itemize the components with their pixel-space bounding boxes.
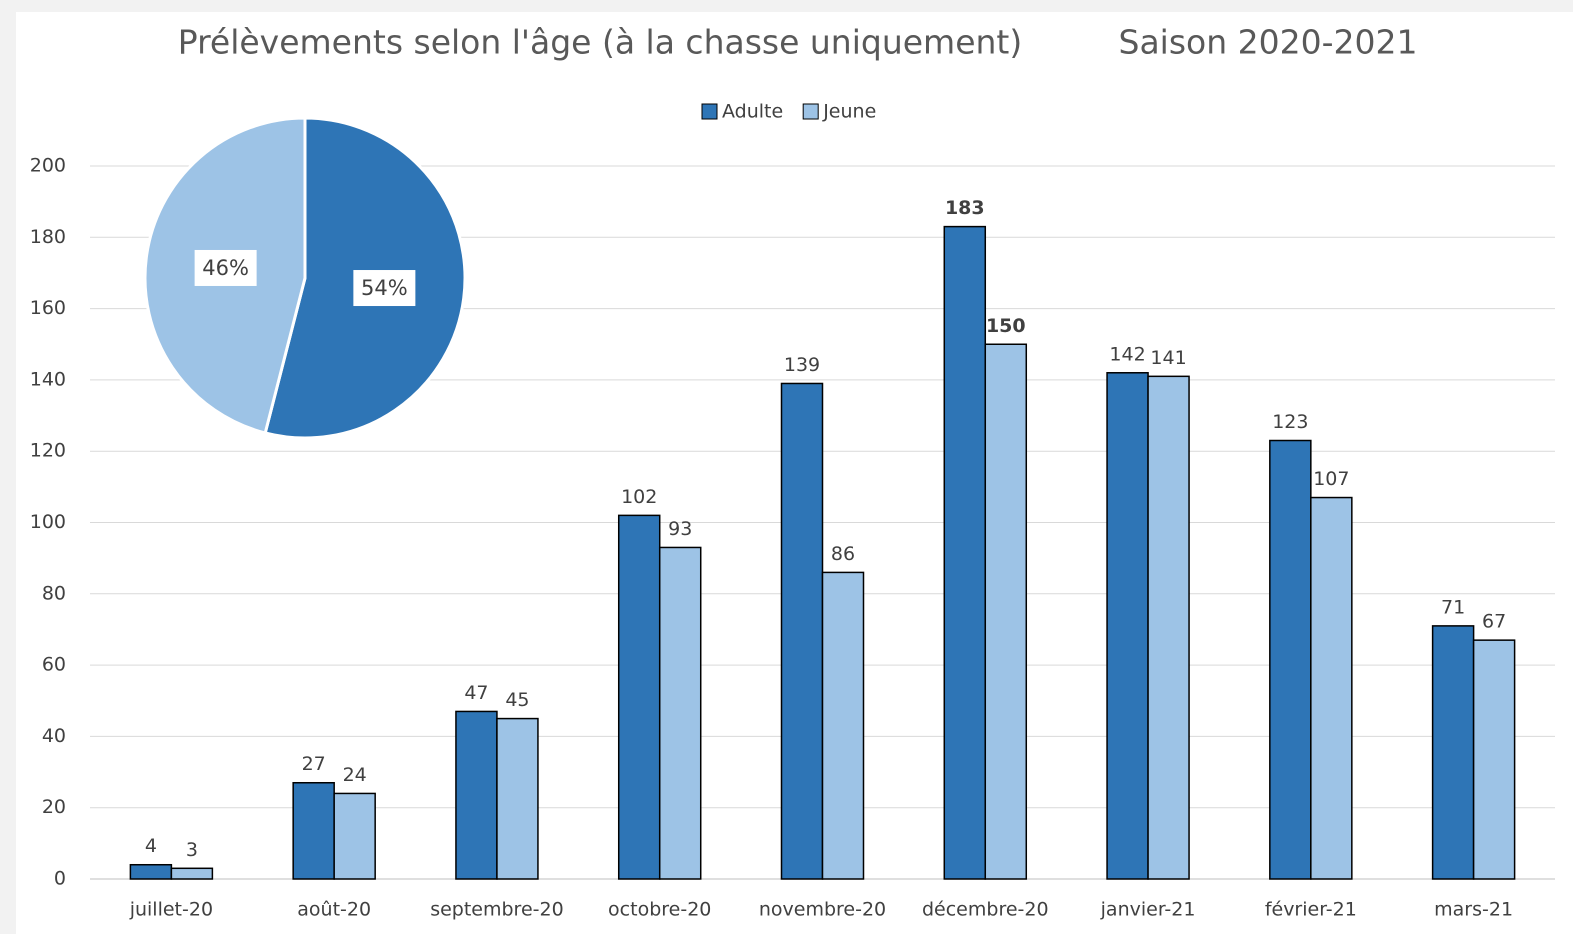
bar bbox=[129, 863, 173, 880]
x-tick-label: février-21 bbox=[1265, 899, 1357, 921]
y-tick-label: 180 bbox=[30, 226, 66, 248]
x-tick-label: janvier-21 bbox=[1100, 899, 1196, 921]
data-label: 47 bbox=[464, 682, 488, 704]
bar bbox=[455, 710, 498, 880]
y-tick-label: 80 bbox=[42, 582, 66, 604]
data-label: 107 bbox=[1313, 468, 1349, 490]
x-tick-label: juillet-20 bbox=[129, 899, 213, 921]
data-label: 45 bbox=[505, 689, 529, 711]
x-tick-label: octobre-20 bbox=[608, 899, 711, 921]
data-label: 141 bbox=[1150, 347, 1186, 369]
y-tick-label: 160 bbox=[30, 297, 66, 319]
legend-label: Jeune bbox=[822, 101, 876, 123]
data-label: 71 bbox=[1441, 596, 1465, 618]
bar bbox=[943, 225, 987, 880]
data-label: 150 bbox=[986, 315, 1026, 337]
data-label: 4 bbox=[145, 835, 157, 857]
data-label: 123 bbox=[1272, 411, 1308, 433]
bar bbox=[1147, 375, 1190, 880]
bar bbox=[1431, 625, 1475, 880]
bar bbox=[292, 781, 335, 880]
x-tick-label: mars-21 bbox=[1434, 899, 1513, 921]
bar bbox=[617, 514, 661, 880]
bar bbox=[170, 867, 214, 880]
bar bbox=[780, 382, 824, 880]
pie-label-box bbox=[353, 270, 416, 307]
y-tick-label: 20 bbox=[42, 796, 66, 818]
y-tick-label: 0 bbox=[54, 868, 66, 890]
pie-label: 54% bbox=[361, 276, 408, 300]
chart-title: Prélèvements selon l'âge (à la chasse un… bbox=[178, 23, 1022, 62]
data-label: 24 bbox=[343, 764, 367, 786]
pie-label-box bbox=[194, 249, 257, 286]
bar bbox=[1106, 372, 1149, 880]
data-label: 183 bbox=[945, 197, 985, 219]
x-tick-label: septembre-20 bbox=[430, 899, 563, 921]
bar bbox=[1472, 639, 1516, 880]
y-tick-label: 100 bbox=[30, 511, 66, 533]
y-tick-label: 40 bbox=[42, 725, 66, 747]
x-tick-label: décembre-20 bbox=[922, 899, 1049, 921]
data-label: 93 bbox=[668, 518, 692, 540]
data-label: 27 bbox=[302, 753, 326, 775]
data-label: 102 bbox=[621, 486, 657, 508]
data-label: 3 bbox=[186, 839, 198, 861]
y-tick-label: 60 bbox=[42, 654, 66, 676]
legend-label: Adulte bbox=[722, 101, 783, 123]
x-tick-label: novembre-20 bbox=[759, 899, 886, 921]
data-label: 142 bbox=[1109, 343, 1145, 365]
legend-swatch bbox=[701, 103, 718, 120]
data-label: 86 bbox=[831, 543, 855, 565]
bar bbox=[984, 343, 1028, 880]
bar bbox=[821, 571, 865, 880]
y-tick-label: 120 bbox=[30, 440, 66, 462]
bar bbox=[496, 717, 539, 880]
bar bbox=[1310, 496, 1353, 880]
data-label: 139 bbox=[784, 354, 820, 376]
y-tick-label: 200 bbox=[30, 155, 66, 177]
bar bbox=[658, 546, 702, 880]
data-label: 67 bbox=[1482, 611, 1506, 633]
y-tick-label: 140 bbox=[30, 368, 66, 390]
legend-swatch bbox=[802, 103, 819, 120]
bar bbox=[1269, 439, 1312, 880]
pie-label: 46% bbox=[202, 256, 249, 280]
chart-subtitle: Saison 2020-2021 bbox=[1119, 23, 1418, 62]
x-tick-label: août-20 bbox=[297, 899, 371, 921]
bar bbox=[333, 792, 376, 880]
